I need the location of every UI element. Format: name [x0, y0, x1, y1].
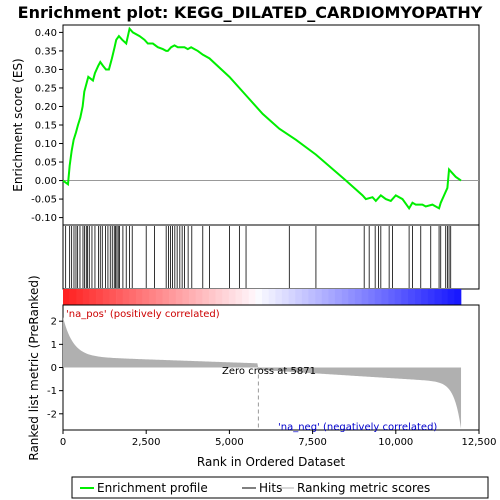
colorbar-segment — [209, 289, 216, 305]
x-tick-label: 7,500 — [298, 437, 327, 448]
colorbar-segment — [229, 289, 236, 305]
colorbar-segment — [428, 289, 435, 305]
es-tick-label: 0.20 — [35, 102, 57, 113]
colorbar-segment — [242, 289, 249, 305]
colorbar-segment — [302, 289, 309, 305]
colorbar-segment — [342, 289, 349, 305]
metric-tick-label: -1 — [47, 386, 57, 397]
colorbar-segment — [169, 289, 176, 305]
neg-annotation: 'na_neg' (negatively correlated) — [278, 422, 437, 433]
colorbar-segment — [143, 289, 150, 305]
colorbar-segment — [163, 289, 170, 305]
colorbar-segment — [401, 289, 408, 305]
legend-es-label: Enrichment profile — [97, 481, 208, 495]
colorbar-segment — [434, 289, 441, 305]
colorbar-segment — [295, 289, 302, 305]
pos-annotation: 'na_pos' (positively correlated) — [66, 309, 220, 320]
colorbar-segment — [136, 289, 143, 305]
colorbar-segment — [269, 289, 276, 305]
colorbar-segment — [421, 289, 428, 305]
colorbar-segment — [149, 289, 156, 305]
es-tick-label: 0.30 — [35, 65, 57, 76]
colorbar-segment — [70, 289, 77, 305]
metric-tick-label: 2 — [51, 317, 57, 328]
metric-tick-label: 1 — [51, 340, 57, 351]
colorbar-segment — [109, 289, 116, 305]
colorbar-segment — [189, 289, 196, 305]
es-tick-label: 0.40 — [35, 28, 57, 39]
colorbar-segment — [454, 289, 461, 305]
colorbar-segment — [96, 289, 103, 305]
colorbar-segment — [441, 289, 448, 305]
colorbar-segment — [222, 289, 229, 305]
colorbar-segment — [116, 289, 123, 305]
colorbar-segment — [262, 289, 269, 305]
colorbar-segment — [156, 289, 163, 305]
colorbar-segment — [275, 289, 282, 305]
es-tick-label: -0.10 — [31, 213, 57, 224]
colorbar-segment — [415, 289, 422, 305]
metric-tick-label: -2 — [47, 409, 57, 420]
colorbar-segment — [90, 289, 97, 305]
colorbar-segment — [249, 289, 256, 305]
colorbar-segment — [123, 289, 130, 305]
x-tick-label: 2,500 — [132, 437, 161, 448]
colorbar-segment — [348, 289, 355, 305]
es-axis: -0.10 -0.05 0.00 0.05 0.10 0.15 0.20 0.25 0.30 0.… — [31, 28, 63, 224]
colorbar-segment — [381, 289, 388, 305]
colorbar-segment — [282, 289, 289, 305]
es-tick-label: 0.05 — [35, 158, 57, 169]
metric-axis: 2 1 0 -1 -2 — [47, 317, 63, 421]
zero-cross-annotation: Zero cross at 5871 — [222, 366, 316, 377]
colorbar-segment — [255, 289, 262, 305]
colorbar-segment — [216, 289, 223, 305]
colorbar-segment — [362, 289, 369, 305]
metric-axis-label: Ranked list metric (PreRanked) — [27, 275, 41, 460]
es-tick-label: 0.10 — [35, 139, 57, 150]
colorbar-segment — [103, 289, 110, 305]
hits-panel — [63, 225, 479, 289]
colorbar-segment — [182, 289, 189, 305]
es-axis-label: Enrichment score (ES) — [11, 58, 25, 191]
x-tick-label: 12,500 — [462, 437, 497, 448]
colorbar-segment — [355, 289, 362, 305]
colorbar-segment — [315, 289, 322, 305]
colorbar-segment — [388, 289, 395, 305]
legend-hits-label: Hits — [259, 481, 282, 495]
colorbar-segment — [63, 289, 70, 305]
colorbar-segment — [368, 289, 375, 305]
colorbar-segment — [308, 289, 315, 305]
colorbar-segment — [328, 289, 335, 305]
es-tick-label: 0.35 — [35, 46, 57, 57]
es-tick-label: 0.25 — [35, 83, 57, 94]
colorbar-segment — [335, 289, 342, 305]
colorbar-segment — [129, 289, 136, 305]
colorbar-segment — [235, 289, 242, 305]
colorbar-segment — [322, 289, 329, 305]
chart-title: Enrichment plot: KEGG_DILATED_CARDIOMYOP… — [18, 3, 483, 22]
legend-metric-label: Ranking metric scores — [297, 481, 430, 495]
x-axis-label: Rank in Ordered Dataset — [197, 455, 345, 469]
metric-tick-label: 0 — [51, 363, 57, 374]
es-tick-label: -0.05 — [31, 195, 57, 206]
colorbar-segment — [76, 289, 83, 305]
x-tick-label: 5,000 — [215, 437, 244, 448]
x-tick-label: 0 — [60, 437, 66, 448]
es-tick-label: 0.15 — [35, 121, 57, 132]
colorbar-segment — [196, 289, 203, 305]
es-tick-label: 0.00 — [35, 176, 57, 187]
x-tick-label: 10,000 — [378, 437, 413, 448]
colorbar-segment — [448, 289, 455, 305]
es-panel — [63, 25, 479, 225]
colorbar-segment — [83, 289, 90, 305]
colorbar-segment — [375, 289, 382, 305]
colorbar-segment — [202, 289, 209, 305]
colorbar-segment — [289, 289, 296, 305]
colorbar-segment — [408, 289, 415, 305]
colorbar-segment — [395, 289, 402, 305]
rank-colorbar — [63, 289, 461, 305]
colorbar-segment — [176, 289, 183, 305]
